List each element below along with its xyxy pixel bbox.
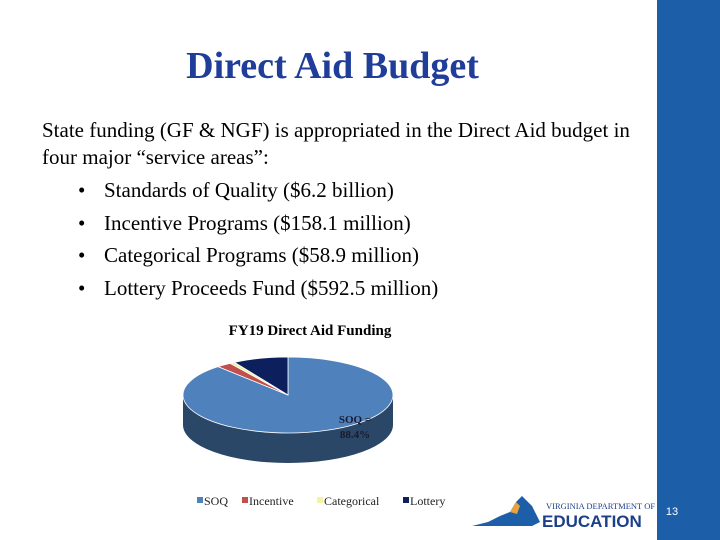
bullet-text: Incentive Programs ($158.1 million)	[104, 210, 411, 235]
legend-label-lottery: Lottery	[410, 494, 445, 508]
chart-legend: SOQ Incentive Categorical Lottery	[197, 494, 445, 508]
pie-chart: FY19 Direct Aid Funding SOQ = 88.4% SOQ I…	[182, 323, 445, 508]
side-bar	[657, 0, 720, 540]
bullet-glyph: •	[78, 275, 86, 300]
page-number: 13	[665, 506, 679, 518]
logo-line1: VIRGINIA DEPARTMENT OF	[546, 501, 655, 511]
legend-label-soq: SOQ	[204, 494, 228, 508]
slide-title: Direct Aid Budget	[186, 45, 479, 87]
logo-line2: EDUCATION	[542, 512, 642, 531]
list-item: • Categorical Programs ($58.9 million)	[78, 239, 438, 272]
list-item: • Incentive Programs ($158.1 million)	[78, 207, 438, 240]
bullet-text: Categorical Programs ($58.9 million)	[104, 243, 419, 267]
list-item: • Standards of Quality ($6.2 billion)	[78, 174, 438, 207]
pie-layer	[182, 356, 394, 463]
map-accent-icon	[510, 502, 520, 514]
legend-swatch-incentive	[242, 497, 248, 503]
slice-label-soq-value: 88.4%	[340, 429, 370, 441]
chart-title: FY19 Direct Aid Funding	[229, 323, 392, 339]
list-item: • Lottery Proceeds Fund ($592.5 million)	[78, 272, 438, 305]
slice-label-soq: SOQ =	[339, 414, 371, 426]
bullet-glyph: •	[78, 243, 86, 267]
legend-label-incentive: Incentive	[249, 494, 294, 508]
bullet-text: Lottery Proceeds Fund ($592.5 million)	[104, 275, 439, 300]
service-area-list: • Standards of Quality ($6.2 billion) • In…	[78, 174, 438, 304]
legend-swatch-categorical	[317, 497, 323, 503]
intro-text: State funding (GF & NGF) is appropriated…	[42, 118, 630, 169]
virginia-map-icon	[472, 496, 540, 526]
vdoe-logo: VIRGINIA DEPARTMENT OF EDUCATION	[472, 496, 655, 531]
legend-label-categorical: Categorical	[324, 494, 380, 508]
bullet-text: Standards of Quality ($6.2 billion)	[104, 178, 394, 202]
pie-slice-side-soq	[183, 395, 393, 463]
bullet-glyph: •	[78, 178, 86, 202]
pie-slice-lottery	[233, 356, 289, 396]
legend-swatch-soq	[197, 497, 203, 503]
legend-swatch-lottery	[403, 497, 409, 503]
bullet-glyph: •	[78, 210, 86, 235]
